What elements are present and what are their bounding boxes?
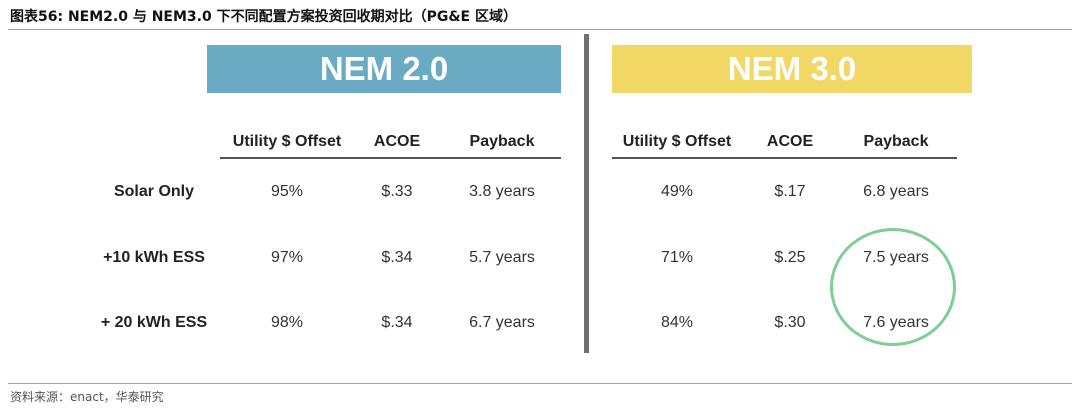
nem2-payback-cell: 5.7 years [469,249,535,266]
nem2-header-underline [220,157,561,159]
nem2-acoe-cell: $.34 [381,314,413,331]
row-label-20kwh-ess: + 20 kWh ESS [100,314,208,331]
nem2-header-acoe: ACOE [373,133,421,150]
bottom-rule [8,383,1072,384]
nem3-header-acoe: ACOE [766,133,814,150]
nem3-offset-cell: 49% [660,183,694,200]
nem3-header-payback: Payback [863,133,929,150]
nem3-acoe-cell: $.30 [774,314,806,331]
nem2-payback-cell: 3.8 years [469,183,535,200]
nem2-banner: NEM 2.0 [207,45,561,93]
nem2-header-offset: Utility $ Offset [232,133,342,150]
nem2-payback-cell: 6.7 years [469,314,535,331]
row-label-10kwh-ess: +10 kWh ESS [103,249,205,266]
figure-title: 图表56: NEM2.0 与 NEM3.0 下不同配置方案投资回收期对比（PG&… [10,9,517,25]
row-label-solar-only: Solar Only [113,183,195,200]
nem3-offset-cell: 84% [660,314,694,331]
highlight-circle [830,228,956,346]
nem3-banner: NEM 3.0 [612,45,972,93]
nem2-acoe-cell: $.34 [381,249,413,266]
nem3-offset-cell: 71% [660,249,694,266]
source-note: 资料来源：enact，华泰研究 [10,390,164,404]
nem2-acoe-cell: $.33 [381,183,413,200]
nem3-acoe-cell: $.17 [774,183,806,200]
section-divider [584,34,589,353]
nem3-header-offset: Utility $ Offset [622,133,732,150]
nem3-acoe-cell: $.25 [774,249,806,266]
nem2-header-payback: Payback [469,133,535,150]
top-rule [8,29,1072,30]
nem2-offset-cell: 95% [270,183,304,200]
nem3-payback-cell: 6.8 years [863,183,929,200]
nem2-offset-cell: 98% [270,314,304,331]
nem2-offset-cell: 97% [270,249,304,266]
nem3-header-underline [612,157,957,159]
